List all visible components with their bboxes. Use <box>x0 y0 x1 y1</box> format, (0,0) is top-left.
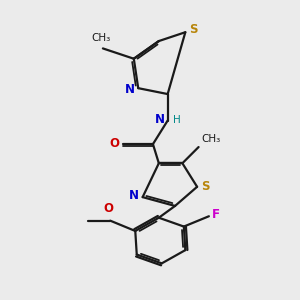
Text: N: N <box>155 113 165 127</box>
Text: CH₃: CH₃ <box>201 134 220 144</box>
Text: N: N <box>125 83 135 96</box>
Text: CH₃: CH₃ <box>92 33 111 43</box>
Text: S: S <box>201 180 209 193</box>
Text: S: S <box>189 23 198 36</box>
Text: N: N <box>129 189 139 202</box>
Text: H: H <box>173 115 181 125</box>
Text: O: O <box>109 137 119 150</box>
Text: F: F <box>212 208 220 221</box>
Text: O: O <box>104 202 114 215</box>
